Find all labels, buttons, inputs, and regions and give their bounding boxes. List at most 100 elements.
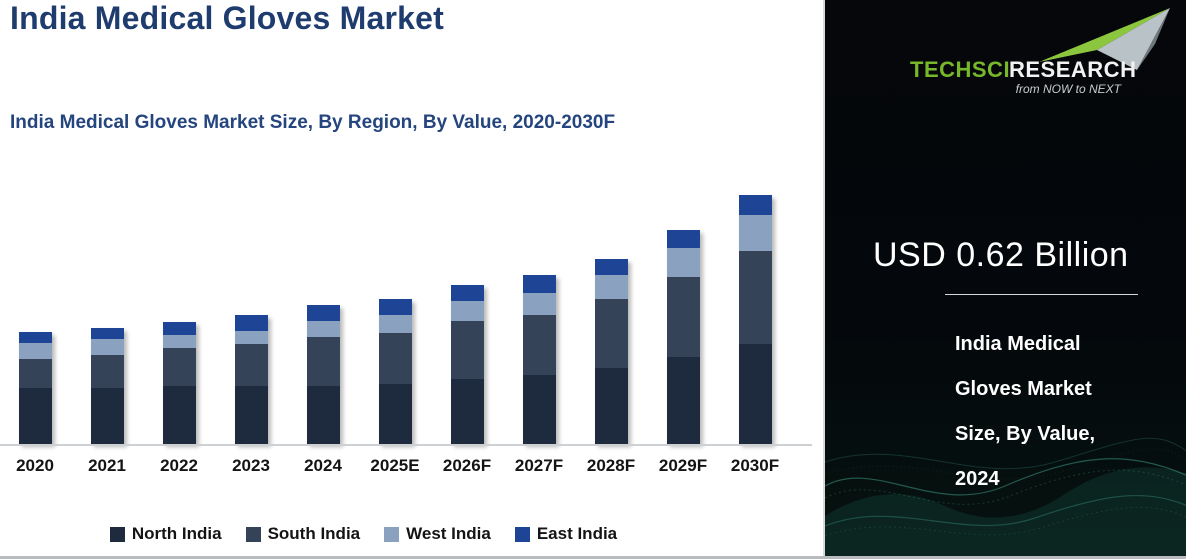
bar-segment-south-india [378, 333, 412, 384]
bar-segment-north-india [450, 379, 484, 444]
bar-2020 [18, 332, 52, 444]
bar-segment-east-india [90, 328, 124, 339]
bar-segment-west-india [378, 315, 412, 333]
bar-segment-south-india [594, 299, 628, 368]
bar-segment-south-india [18, 359, 52, 388]
bar-segment-west-india [594, 275, 628, 299]
x-axis-label: 2028F [586, 456, 636, 475]
bar-2029F [666, 230, 700, 444]
bar-segment-east-india [522, 275, 556, 293]
x-axis-label: 2026F [442, 456, 492, 475]
bar-segment-west-india [234, 331, 268, 344]
bar-segment-north-india [18, 388, 52, 444]
bar-segment-north-india [234, 386, 268, 444]
bar-segment-east-india [162, 322, 196, 335]
bar-segment-south-india [450, 321, 484, 379]
bar-segment-west-india [18, 343, 52, 359]
x-axis-label: 2020 [16, 456, 54, 475]
bar-2025E [378, 299, 412, 444]
x-axis-label: 2023 [232, 456, 270, 475]
bar-2022 [162, 322, 196, 444]
bar-segment-north-india [738, 344, 772, 444]
bar-2026F [450, 285, 484, 444]
legend-item-north-india: North India [109, 524, 222, 544]
bar-segment-south-india [90, 355, 124, 388]
bar-2028F [594, 259, 628, 444]
chart-panel: India Medical Gloves Market India Medica… [0, 0, 823, 544]
x-axis-label: 2027F [514, 456, 564, 475]
bar-segment-south-india [666, 277, 700, 357]
bar-segment-east-india [306, 305, 340, 321]
bar-segment-west-india [450, 301, 484, 321]
bar-segment-west-india [162, 335, 196, 348]
bar-segment-west-india [306, 321, 340, 337]
caption-line-2: Gloves Market [955, 378, 1092, 400]
bar-segment-south-india [522, 315, 556, 375]
bar-segment-south-india [162, 348, 196, 386]
bar-2023 [234, 315, 268, 444]
techsci-research-logo: TechSci Research from NOW to NEXT [910, 8, 1170, 96]
market-value-caption: India Medical Gloves Market Size, By Val… [955, 322, 1095, 502]
logo-tagline: from NOW to NEXT [1016, 82, 1123, 96]
x-axis-label: 2024 [304, 456, 342, 475]
legend-label: West India [406, 524, 491, 543]
bar-segment-west-india [666, 248, 700, 277]
bar-segment-west-india [522, 293, 556, 315]
bar-2030F [738, 195, 772, 444]
x-axis-label: 2021 [88, 456, 126, 475]
bar-segment-north-india [378, 384, 412, 444]
legend-label: East India [536, 524, 618, 543]
bar-2027F [522, 275, 556, 444]
chart-subtitle: India Medical Gloves Market Size, By Reg… [10, 112, 616, 133]
wave-pattern-decoration [825, 437, 1186, 556]
bar-segment-east-india [738, 195, 772, 215]
bar-segment-east-india [594, 259, 628, 275]
bar-segment-west-india [738, 215, 772, 251]
bar-segment-east-india [18, 332, 52, 343]
legend-label: South India [267, 524, 361, 543]
legend-item-south-india: South India [245, 524, 361, 544]
bar-segment-south-india [234, 344, 268, 386]
legend-swatch [245, 526, 261, 542]
bar-segment-east-india [666, 230, 700, 248]
sidebar-divider [945, 294, 1138, 295]
bar-segment-north-india [90, 388, 124, 444]
legend-item-west-india: West India [384, 524, 491, 544]
legend: North India South India West India East Ind… [0, 524, 775, 544]
bar-segment-east-india [234, 315, 268, 331]
caption-line-4: 2024 [955, 468, 1000, 490]
bar-segment-north-india [594, 368, 628, 444]
legend-swatch [384, 526, 400, 542]
logo-arrow-dark-fold [1137, 8, 1170, 70]
bar-2021 [90, 328, 124, 444]
bar-segment-east-india [378, 299, 412, 315]
caption-line-1: India Medical [955, 333, 1081, 355]
bar-segment-south-india [306, 337, 340, 386]
bar-segment-north-india [306, 386, 340, 444]
logo-arrow-silver-wing [1097, 8, 1170, 70]
logo-brand-white: Research [1009, 57, 1136, 82]
bar-segment-south-india [738, 251, 772, 344]
x-axis-line [0, 444, 812, 446]
bottom-edge-strip [0, 556, 1186, 559]
x-axis-label: 2022 [160, 456, 198, 475]
legend-swatch [109, 526, 125, 542]
bar-segment-north-india [666, 357, 700, 444]
logo-brand-green: TechSci [910, 57, 1010, 82]
caption-line-3: Size, By Value, [955, 423, 1096, 445]
legend-label: North India [131, 524, 222, 543]
legend-item-east-india: East India [514, 524, 618, 544]
bar-segment-east-india [450, 285, 484, 301]
market-value-headline: USD 0.62 Billion [873, 236, 1129, 274]
logo-arrow-green-wing [1039, 8, 1170, 62]
bar-segment-north-india [162, 386, 196, 444]
x-axis-labels: 2020 2021 2022 2023 2024 2025E 2026F 2027F 2028F… [0, 456, 823, 480]
page-title: India Medical Gloves Market [10, 0, 444, 36]
x-axis-label: 2029F [658, 456, 708, 475]
bar-2024 [306, 305, 340, 444]
bar-segment-north-india [522, 375, 556, 444]
plot-area [18, 195, 772, 444]
bar-segment-west-india [90, 339, 124, 355]
x-axis-label: 2025E [370, 456, 420, 475]
